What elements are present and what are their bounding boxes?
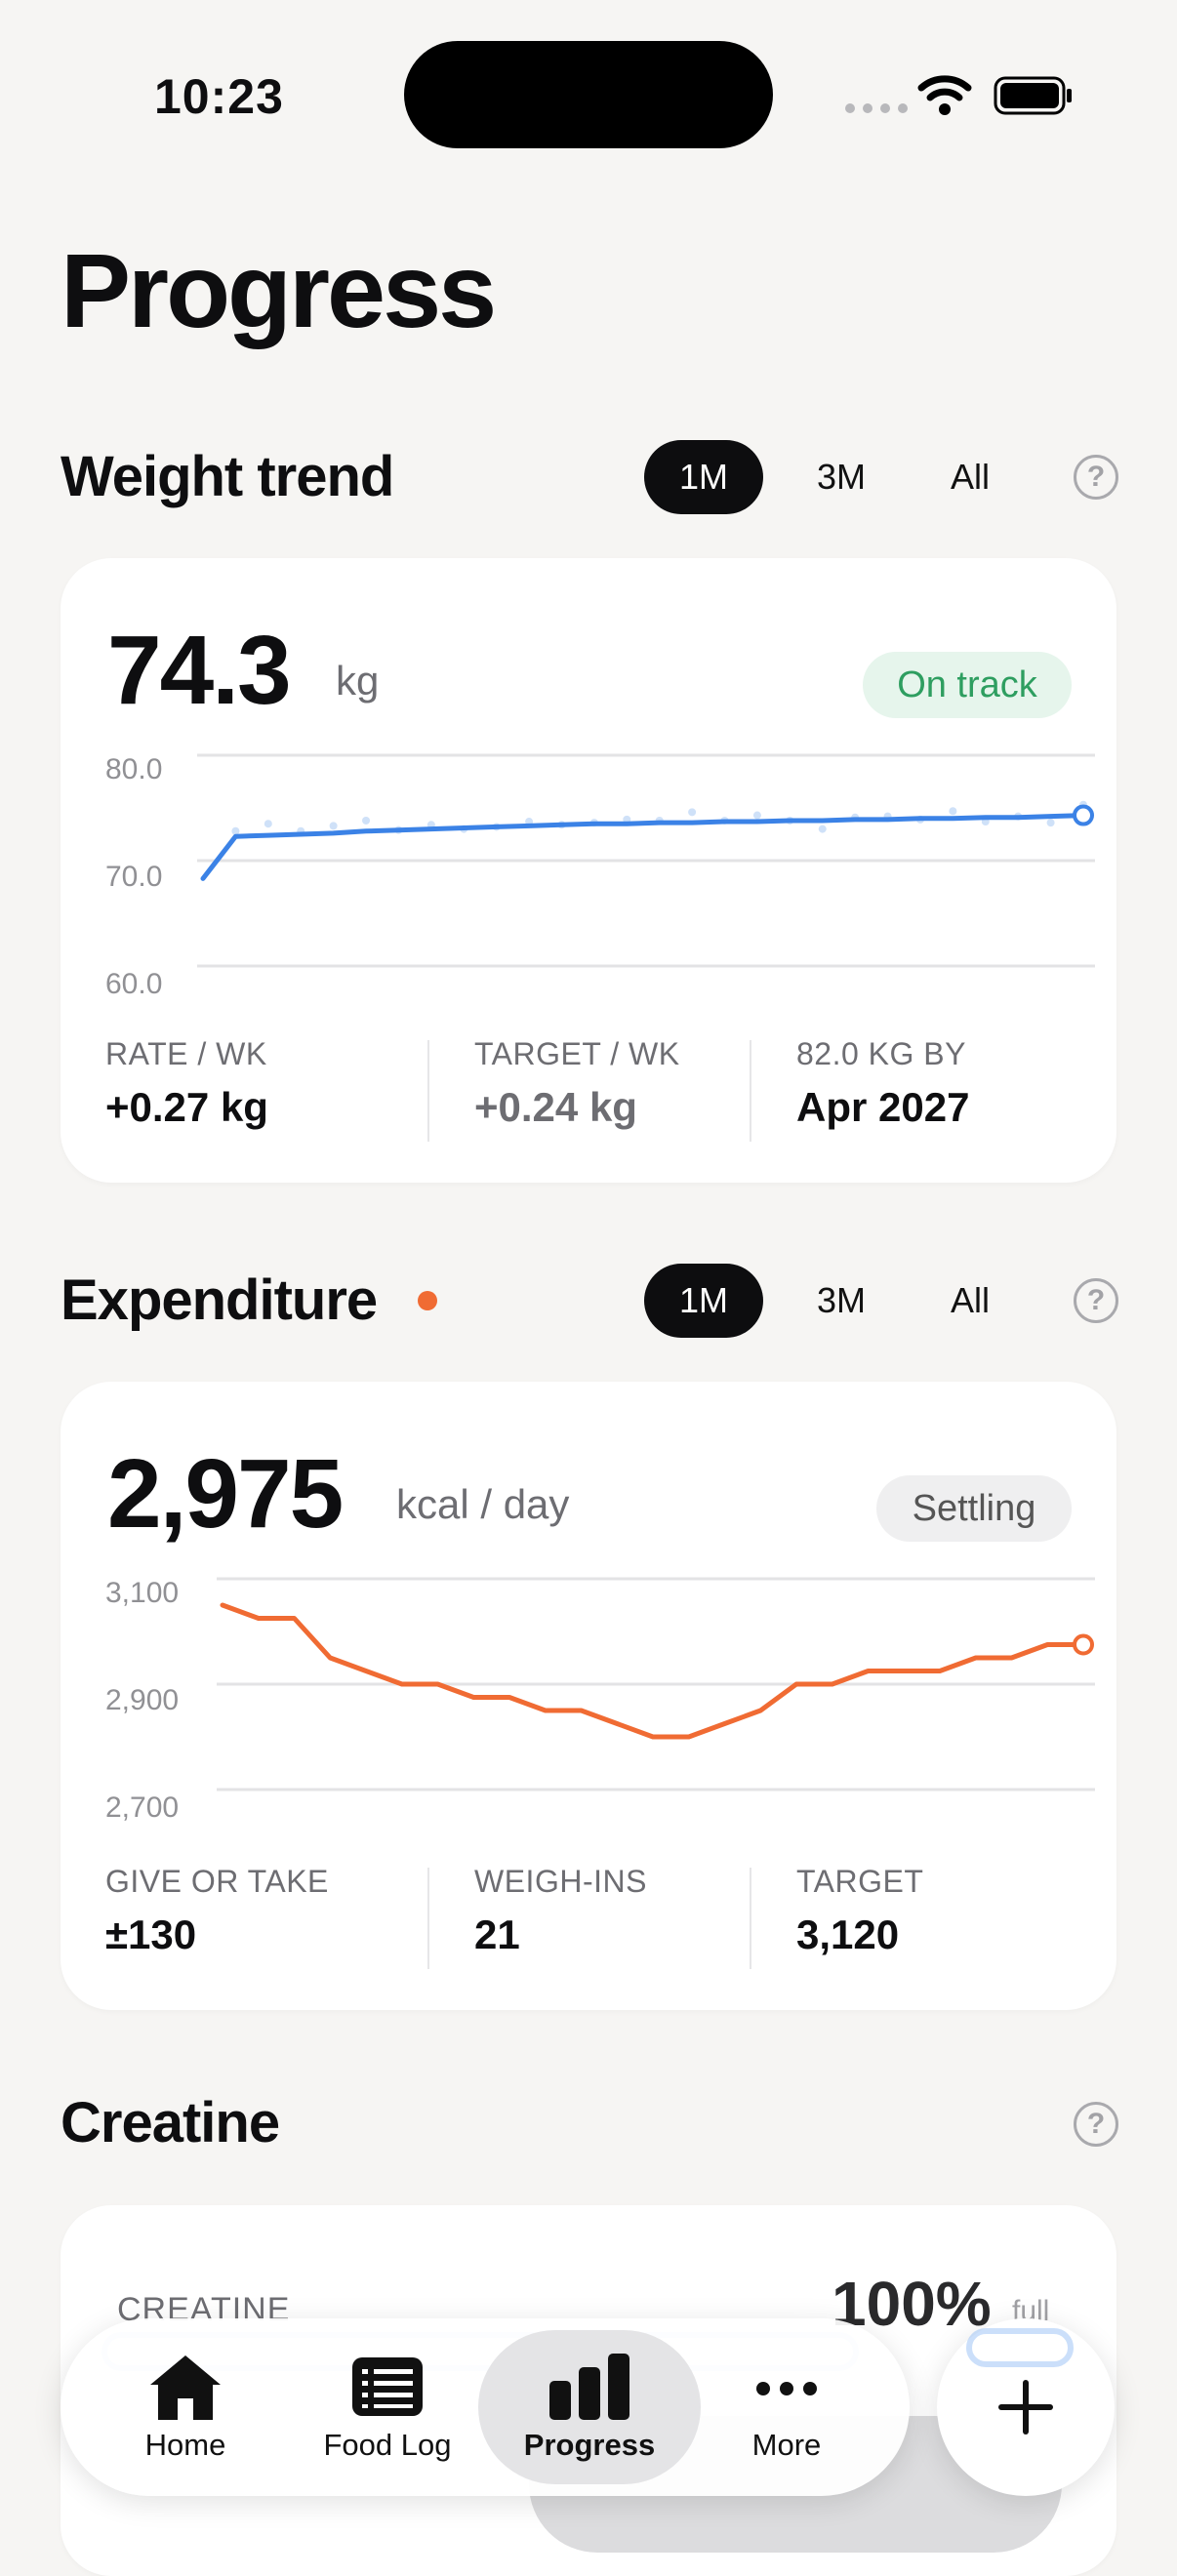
stat-label: RATE / WK — [105, 1036, 267, 1071]
status-time: 10:23 — [154, 69, 284, 124]
stat-value: +0.27 kg — [105, 1084, 268, 1130]
weight-unit: kg — [336, 658, 380, 704]
weight-stat: 82.0 KG BY Apr 2027 — [796, 1036, 969, 1131]
stat-label: WEIGH-INS — [474, 1864, 647, 1899]
weight-stat: RATE / WK +0.27 kg — [105, 1036, 268, 1131]
weight-range-1m[interactable]: 1M — [644, 440, 763, 514]
expenditure-indicator-dot — [418, 1291, 437, 1310]
weight-y-tick: 60.0 — [105, 968, 163, 1000]
expenditure-card: 2,975 kcal / day Settling 3,100 2,900 2,… — [61, 1382, 1116, 2010]
stat-value: +0.24 kg — [474, 1084, 637, 1130]
expenditure-unit: kcal / day — [396, 1481, 570, 1527]
page-title: Progress — [61, 231, 497, 349]
stat-value: 21 — [474, 1912, 520, 1957]
tab-bar: Home Food Log Progress More — [61, 2318, 910, 2496]
weight-trend-title: Weight trend — [61, 445, 394, 508]
home-icon — [150, 2355, 221, 2420]
stat-divider — [427, 1040, 429, 1142]
expenditure-range-all[interactable]: All — [950, 1280, 990, 1320]
weigh-in-point — [329, 822, 338, 830]
tab-home[interactable]: Home — [100, 2318, 271, 2496]
weight-range-3m[interactable]: 3M — [816, 457, 866, 497]
tab-label: Food Log — [323, 2428, 452, 2462]
stat-divider — [750, 1868, 751, 1969]
weight-range-selector: 1M 3M All — [644, 440, 1035, 514]
latest-point — [1073, 1633, 1094, 1656]
expenditure-value: 2,975 — [107, 1439, 344, 1549]
wifi-icon — [917, 75, 972, 115]
weigh-in-point — [362, 816, 371, 825]
expenditure-range-selector: 1M 3M All — [644, 1264, 1035, 1338]
weight-value: 74.3 — [107, 616, 292, 725]
weigh-in-point — [688, 808, 697, 817]
expenditure-status-badge: Settling — [876, 1475, 1072, 1542]
trend-line — [220, 1602, 1086, 1740]
expenditure-stat: GIVE OR TAKE ±130 — [105, 1864, 329, 1958]
weight-y-tick: 70.0 — [105, 861, 163, 893]
more-icon — [756, 2382, 817, 2395]
latest-point — [1073, 804, 1094, 826]
plus-icon — [998, 2380, 1053, 2435]
expenditure-y-tick: 2,700 — [105, 1791, 180, 1824]
stat-label: TARGET — [796, 1864, 924, 1899]
expenditure-stat: WEIGH-INS 21 — [474, 1864, 647, 1958]
tab-label: More — [751, 2428, 822, 2462]
weight-range-all[interactable]: All — [950, 457, 990, 497]
cellular-signal-icon — [845, 103, 908, 113]
dynamic-island — [404, 41, 773, 148]
stat-value: Apr 2027 — [796, 1084, 970, 1130]
weigh-in-point — [818, 825, 827, 833]
creatine-help-icon[interactable]: ? — [1074, 2102, 1118, 2147]
weigh-in-point — [949, 807, 957, 816]
weight-status-badge: On track — [863, 652, 1072, 718]
weight-card: 74.3 kg On track 80.0 70.0 60.0 RATE / W… — [61, 558, 1116, 1183]
weight-help-icon[interactable]: ? — [1074, 455, 1118, 500]
expenditure-help-icon[interactable]: ? — [1074, 1278, 1118, 1323]
expenditure-chart — [217, 1577, 1095, 1791]
expenditure-range-3m[interactable]: 3M — [816, 1280, 866, 1320]
expenditure-title: Expenditure — [61, 1268, 378, 1332]
list-icon — [352, 2357, 423, 2416]
weigh-in-point — [1046, 819, 1055, 827]
creatine-title: Creatine — [61, 2091, 280, 2154]
tab-food-log[interactable]: Food Log — [295, 2318, 480, 2496]
bar-chart-icon — [549, 2354, 629, 2420]
weight-stat: TARGET / WK +0.24 kg — [474, 1036, 680, 1131]
stat-label: 82.0 KG BY — [796, 1036, 966, 1071]
weigh-in-point — [752, 811, 761, 820]
expenditure-range-1m[interactable]: 1M — [644, 1264, 763, 1338]
expenditure-y-tick: 3,100 — [105, 1577, 180, 1609]
tab-label: Progress — [523, 2428, 656, 2462]
weight-chart — [197, 753, 1095, 968]
expenditure-stat: TARGET 3,120 — [796, 1864, 923, 1958]
stat-label: GIVE OR TAKE — [105, 1864, 329, 1899]
stat-value: 3,120 — [796, 1912, 900, 1957]
tab-progress[interactable]: Progress — [500, 2318, 679, 2496]
battery-icon — [994, 76, 1072, 115]
weigh-in-point — [231, 826, 240, 835]
tab-more[interactable]: More — [705, 2318, 869, 2496]
stat-divider — [750, 1040, 751, 1142]
weight-y-tick: 80.0 — [105, 753, 163, 785]
stat-label: TARGET / WK — [474, 1036, 680, 1071]
stat-divider — [427, 1868, 429, 1969]
expenditure-y-tick: 2,900 — [105, 1684, 180, 1716]
tab-label: Home — [144, 2428, 226, 2462]
stat-value: ±130 — [105, 1912, 197, 1957]
add-button-highlight — [966, 2328, 1074, 2367]
trend-line — [200, 813, 1086, 881]
weigh-in-point — [264, 820, 272, 828]
